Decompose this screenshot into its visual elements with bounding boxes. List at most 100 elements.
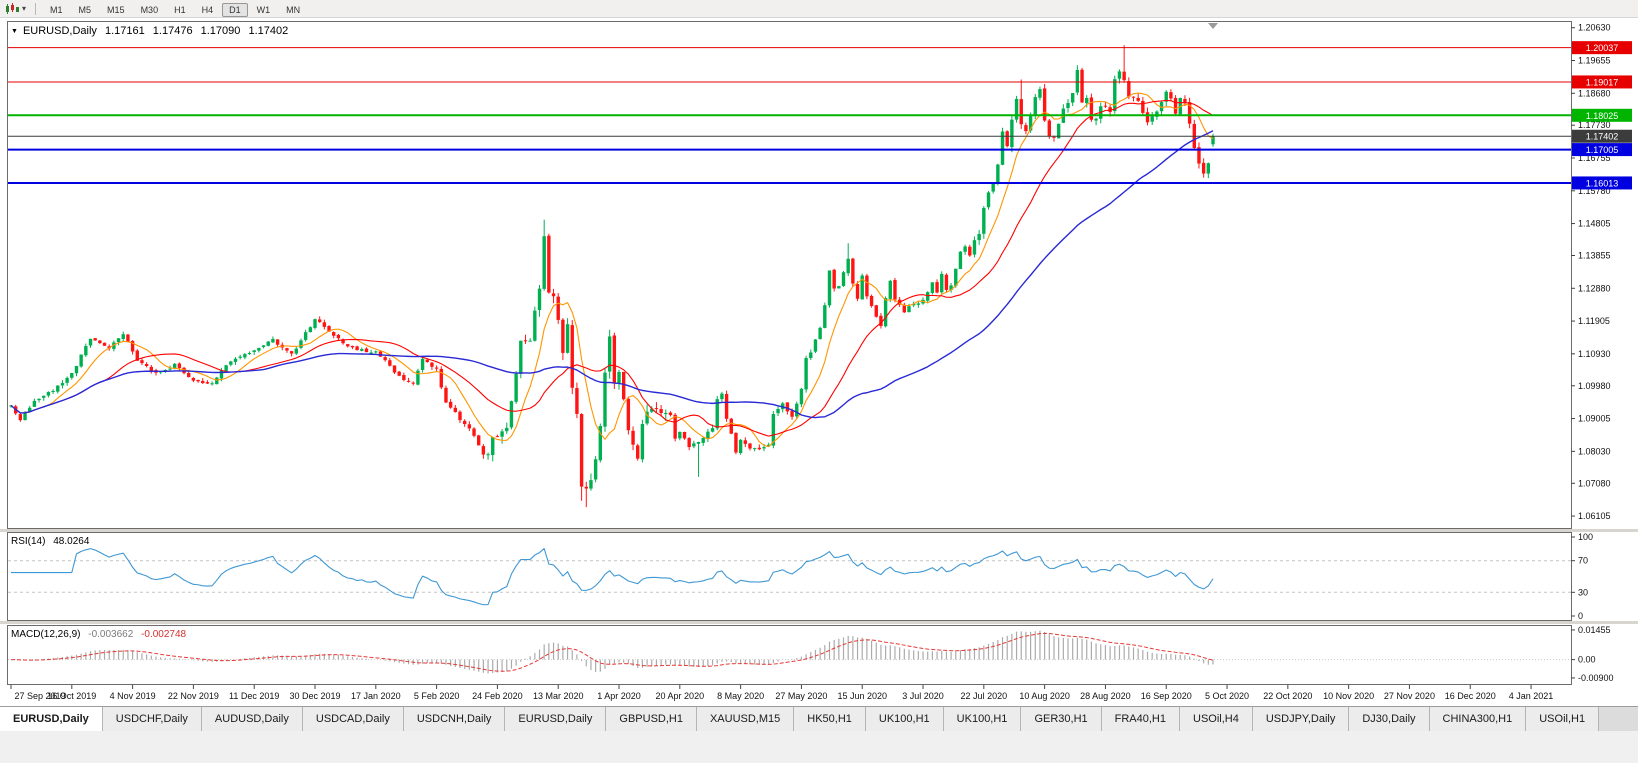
price-level-badge-text: 1.17005 — [1586, 145, 1619, 155]
rsi-axis-label: 0 — [1578, 611, 1583, 621]
date-axis-label: 5 Oct 2020 — [1205, 691, 1249, 701]
date-axis-label: 16 Dec 2020 — [1445, 691, 1496, 701]
price-level-badge-text: 1.18025 — [1586, 111, 1619, 121]
panel-separator[interactable] — [0, 529, 1638, 532]
date-axis-label: 8 May 2020 — [717, 691, 764, 701]
date-axis-label: 4 Nov 2019 — [110, 691, 156, 701]
chart-type-icon[interactable] — [5, 2, 19, 15]
macd-value-signal: -0.002748 — [141, 629, 187, 640]
chart-tab[interactable]: EURUSD,Daily — [0, 707, 103, 731]
date-axis-label: 16 Sep 2020 — [1141, 691, 1192, 701]
chart-tab[interactable]: USDCAD,Daily — [302, 707, 404, 731]
chart-tab[interactable]: XAUUSD,M15 — [696, 707, 795, 731]
timeframe-button-mn[interactable]: MN — [286, 4, 301, 15]
date-axis-label: 15 Jun 2020 — [837, 691, 887, 701]
timeframe-button-m15[interactable]: M15 — [107, 4, 125, 15]
price-axis-label: 1.11905 — [1578, 316, 1610, 326]
date-axis-label: 27 May 2020 — [775, 691, 827, 701]
rsi-axis-label: 100 — [1578, 532, 1593, 542]
timeframe-button-m5[interactable]: M5 — [78, 4, 92, 15]
rsi-value: 48.0264 — [53, 536, 90, 547]
bottom-filler — [0, 731, 1638, 763]
date-axis-label: 27 Sep 2019 — [14, 691, 65, 701]
chart-tab[interactable]: USDJPY,Daily — [1252, 707, 1350, 731]
chart-title-close: 1.17402 — [248, 25, 289, 37]
toolbar-dropdown-icon[interactable]: ▾ — [22, 4, 27, 13]
date-axis-label: 16 Oct 2019 — [47, 691, 96, 701]
timeframe-button-d1[interactable]: D1 — [222, 2, 248, 17]
timeframe-toolbar: ▾ M1 M5 M15 M30 H1 H4 D1 W1 MN — [0, 0, 1638, 18]
date-axis-label: 10 Nov 2020 — [1323, 691, 1374, 701]
macd-value-main: -0.003662 — [88, 629, 134, 640]
timeframe-button-m30[interactable]: M30 — [140, 4, 159, 15]
price-axis-label: 1.07080 — [1578, 478, 1611, 488]
price-level-badge — [1572, 129, 1632, 143]
chart-tab[interactable]: USDCHF,Daily — [102, 707, 202, 731]
price-level-badge — [1572, 143, 1632, 157]
price-axis-label: 1.20630 — [1578, 23, 1611, 33]
chart-title-low: 1.17090 — [200, 25, 241, 37]
chart-title-dropdown-icon[interactable]: ▼ — [11, 28, 18, 35]
chart-tab[interactable]: HK50,H1 — [794, 707, 866, 731]
chart-tab[interactable]: USOil,H4 — [1180, 707, 1253, 731]
date-axis-label: 13 Mar 2020 — [533, 691, 584, 701]
chart-tab[interactable]: FRA40,H1 — [1101, 707, 1180, 731]
price-level-badge-text: 1.16013 — [1586, 178, 1619, 188]
macd-panel-frame — [7, 625, 1572, 685]
rsi-layer — [11, 547, 1214, 606]
rsi-panel-frame — [7, 532, 1572, 621]
chart-tab[interactable]: GER30,H1 — [1021, 707, 1102, 731]
price-level-badge — [1572, 108, 1632, 122]
price-axis-label: 1.09980 — [1578, 381, 1611, 391]
price-axis-label: 1.16755 — [1578, 153, 1611, 163]
date-axis-label: 5 Feb 2020 — [414, 691, 460, 701]
chart-tabs-bar: EURUSD,Daily USDCHF,Daily AUDUSD,Daily USDC… — [0, 706, 1638, 731]
chart-title-high: 1.17476 — [152, 25, 193, 37]
candles-layer — [9, 45, 1215, 508]
timeframe-buttons-group: M1 M5 M15 M30 H1 H4 D1 W1 MN — [42, 0, 308, 18]
date-axis-label: 20 Apr 2020 — [656, 691, 705, 701]
date-axis-label: 10 Aug 2020 — [1019, 691, 1070, 701]
toolbar-separator — [35, 2, 37, 15]
chart-tab[interactable]: AUDUSD,Daily — [201, 707, 303, 731]
rsi-axis-label: 30 — [1578, 587, 1588, 597]
chart-tab[interactable]: USDCNH,Daily — [403, 707, 506, 731]
date-axis-label: 24 Feb 2020 — [472, 691, 523, 701]
chart-title: ▼ EURUSD,Daily 1.17161 1.17476 1.17090 1.… — [11, 25, 293, 37]
chart-tab[interactable]: CHINA300,H1 — [1429, 707, 1527, 731]
chart-tab[interactable]: EURUSD,Daily — [505, 707, 607, 731]
timeframe-button-h1[interactable]: H1 — [174, 4, 186, 15]
rsi-axis-label: 70 — [1578, 556, 1588, 566]
price-level-badge — [1572, 75, 1632, 89]
chart-tab[interactable]: USOil,H1 — [1526, 707, 1600, 731]
price-axis-label: 1.06105 — [1578, 511, 1611, 521]
chart-shift-marker[interactable] — [1208, 23, 1218, 29]
rsi-label: RSI(14) 48.0264 — [11, 536, 94, 547]
price-level-badge-text: 1.20037 — [1586, 43, 1619, 53]
timeframe-button-w1[interactable]: W1 — [256, 4, 271, 15]
chart-tab[interactable]: GBPUSD,H1 — [606, 707, 697, 731]
date-axis-label: 17 Jan 2020 — [351, 691, 401, 701]
macd-axis-label: -0.00900 — [1578, 673, 1614, 683]
timeframe-button-m1[interactable]: M1 — [50, 4, 63, 15]
rsi-name: RSI(14) — [11, 536, 46, 547]
chart-title-open: 1.17161 — [104, 25, 145, 37]
price-axis-label: 1.09005 — [1578, 414, 1611, 424]
price-axis-label: 1.10930 — [1578, 349, 1611, 359]
price-axis-label: 1.15780 — [1578, 186, 1611, 196]
chart-tab[interactable]: UK100,H1 — [865, 707, 944, 731]
macd-name: MACD(12,26,9) — [11, 629, 81, 640]
date-axis-label: 22 Nov 2019 — [168, 691, 219, 701]
panel-separator[interactable] — [0, 621, 1638, 624]
macd-layer — [10, 630, 1214, 674]
chart-tab[interactable]: UK100,H1 — [943, 707, 1022, 731]
chart-tab[interactable]: DJ30,Daily — [1349, 707, 1430, 731]
macd-axis-label: 0.00 — [1578, 655, 1596, 665]
macd-label: MACD(12,26,9) -0.003662 -0.002748 — [11, 629, 191, 640]
date-axis-label: 22 Oct 2020 — [1263, 691, 1312, 701]
price-axis-label: 1.17730 — [1578, 120, 1611, 130]
price-level-badge-text: 1.17402 — [1586, 132, 1619, 142]
timeframe-button-h4[interactable]: H4 — [201, 4, 214, 15]
date-axis-label: 4 Jan 2021 — [1509, 691, 1554, 701]
